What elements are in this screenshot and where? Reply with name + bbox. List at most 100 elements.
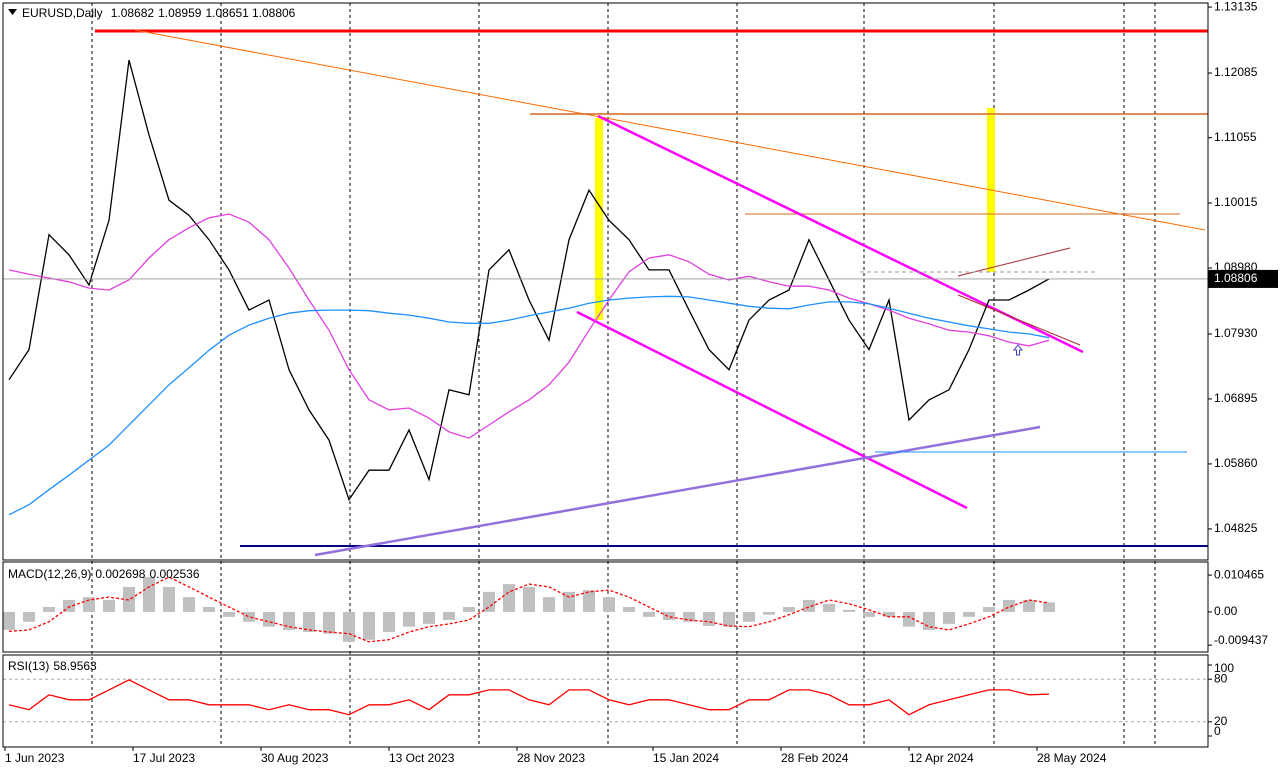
y-tick-label: 1.12085 [1214, 65, 1258, 79]
y-tick-label: 1.07930 [1214, 326, 1258, 340]
macd-value: 0.002698 [95, 567, 145, 581]
histogram-bar [1023, 599, 1035, 612]
signal-value: 0.002536 [149, 567, 199, 581]
macd-panel [2, 561, 1209, 653]
histogram-bar [903, 611, 915, 627]
y-tick-label: 1.11055 [1214, 130, 1257, 144]
histogram-bar [163, 586, 175, 612]
histogram-bar [403, 611, 415, 627]
histogram-bar [23, 611, 35, 622]
y-tick-label: 0 [1214, 724, 1221, 738]
x-tick-label: 15 Jan 2024 [653, 751, 719, 765]
histogram-bar [443, 611, 455, 621]
y-tick-label: 1.06895 [1214, 391, 1258, 405]
y-tick-label: 1.04825 [1214, 521, 1258, 535]
histogram-bar [123, 586, 135, 612]
histogram-bar [823, 603, 835, 612]
indicator-name: RSI(13) [8, 659, 49, 673]
series-line [8, 679, 1050, 716]
y-tick-label: 20 [1214, 714, 1228, 728]
histogram-bar [283, 611, 295, 630]
plot: 1 Jun 2023 17 Jul 2023 30 Aug 2023 13 Oct 2… [3, 0, 1268, 765]
histogram-bar [603, 597, 615, 612]
histogram-bar [503, 584, 515, 612]
histogram-bar [303, 611, 315, 632]
menu-triangle [8, 9, 17, 15]
trend-line [957, 247, 1071, 277]
histogram-bar [863, 611, 875, 617]
series-line [8, 295, 1050, 516]
histogram-bar [343, 611, 355, 642]
rsi-panel [2, 654, 1209, 748]
histogram-bar [1043, 602, 1055, 612]
y-tick-label: 1.10015 [1214, 195, 1258, 209]
highlight-bar [595, 118, 603, 320]
x-tick-label: 17 Jul 2023 [133, 751, 195, 765]
y-tick-label: 100 [1214, 661, 1234, 675]
x-tick-label: 13 Oct 2023 [389, 751, 455, 765]
histogram-bar [583, 590, 595, 612]
histogram-bar [183, 597, 195, 612]
histogram-bar [483, 591, 495, 612]
histogram-bar [83, 597, 95, 612]
histogram-bar [223, 611, 235, 617]
histogram-bar [363, 611, 375, 640]
histogram-bar [663, 611, 675, 621]
chart-header: EURUSD,Daily 1.08682 1.08959 1.08651 1.08806 [22, 6, 296, 20]
high: 1.08959 [158, 6, 202, 20]
x-tick-label: 28 Nov 2023 [517, 751, 585, 765]
arrow [1012, 344, 1024, 356]
histogram-bar [63, 599, 75, 612]
x-tick-label: 28 May 2024 [1037, 751, 1107, 765]
price-label-box [1208, 269, 1278, 288]
histogram-bar [923, 611, 935, 630]
histogram-bar [103, 599, 115, 612]
histogram-bar [543, 597, 555, 612]
histogram-bar [203, 606, 215, 612]
trend-line [134, 29, 1206, 231]
histogram-bar [143, 577, 155, 612]
x-tick-label: 12 Apr 2024 [909, 751, 974, 765]
indicator-name: MACD(12,26,9) [8, 567, 91, 581]
drawings [95, 29, 1208, 557]
y-tick-label: 1.13135 [1214, 0, 1258, 13]
histogram-bar [3, 611, 15, 630]
histogram-bar [723, 611, 735, 627]
y-tick-label: -0.009437 [1214, 633, 1268, 647]
y-tick-label: 0.00 [1214, 604, 1238, 618]
histogram-bar [763, 611, 775, 615]
histogram-bar [43, 606, 55, 612]
close: 1.08806 [252, 6, 296, 20]
histogram-bar [683, 611, 695, 622]
channel-line [576, 310, 968, 510]
histogram-bar [883, 611, 895, 617]
macd-header: MACD(12,26,9) 0.002698 0.002536 [8, 567, 200, 581]
histogram-bar [803, 599, 815, 612]
y-tick-label: 80 [1214, 671, 1228, 685]
histogram-bar [423, 611, 435, 624]
histogram-bar [523, 586, 535, 612]
price-label: 1.08806 [1214, 271, 1258, 285]
x-tick-label: 30 Aug 2023 [261, 751, 329, 765]
period-separators [91, 3, 1156, 747]
series-line [8, 59, 1050, 502]
x-tick-label: 1 Jun 2023 [5, 751, 65, 765]
histogram-bar [243, 611, 255, 622]
histogram-bar [943, 611, 955, 624]
trend-line [957, 294, 1081, 346]
rsi-value: 58.9563 [53, 659, 97, 673]
open: 1.08682 [111, 6, 155, 20]
histogram-bar [463, 606, 475, 612]
histogram-bar [383, 611, 395, 632]
symbol: EURUSD,Daily [22, 6, 103, 20]
x-tick-label: 28 Feb 2024 [781, 751, 849, 765]
trend-line [314, 425, 1041, 557]
histogram-bar [703, 611, 715, 626]
histogram-bar [843, 609, 855, 612]
histogram-bar [963, 611, 975, 617]
series-line [8, 576, 1050, 643]
y-tick-label: 0.010465 [1214, 567, 1264, 581]
histogram-bar [323, 611, 335, 634]
